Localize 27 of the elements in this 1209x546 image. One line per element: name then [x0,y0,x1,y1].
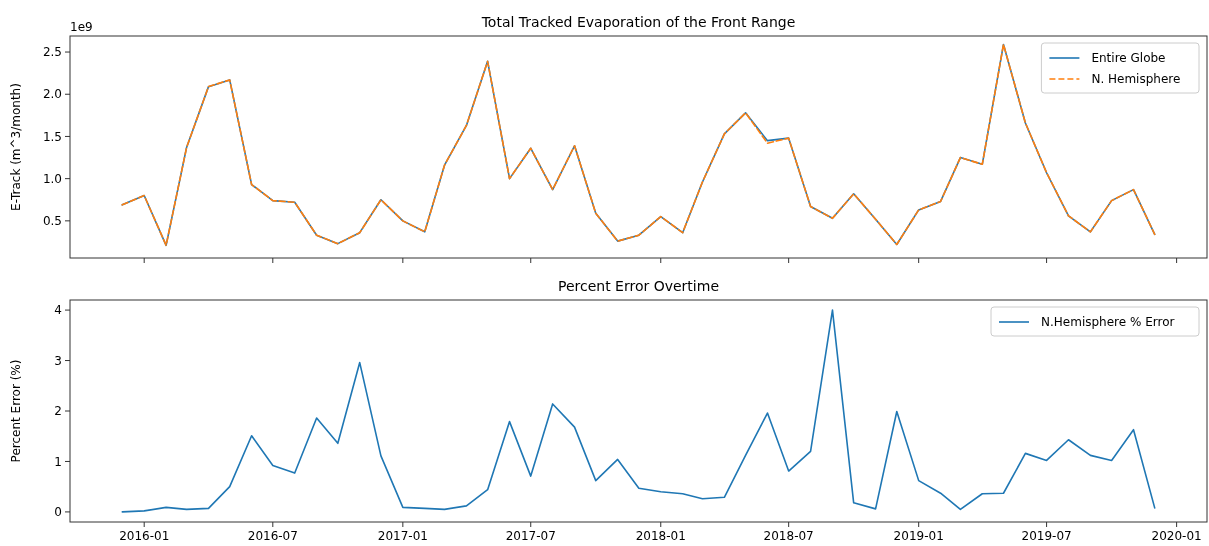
y-tick-label: 1.0 [42,171,62,186]
y-tick-label: 2.0 [42,87,62,102]
y-tick-label: 0 [54,505,62,520]
y-tick-label: 4 [54,303,62,318]
x-tick-label: 2017-07 [505,529,556,543]
x-tick-label: 2018-07 [763,529,814,543]
legend-label: N. Hemisphere [1091,72,1181,87]
y-tick-label: 3 [54,353,62,368]
y-axis-title: E-Track (m^3/month) [9,83,23,211]
legend-label: Entire Globe [1091,51,1166,66]
y-tick-label: 2 [54,404,62,419]
x-tick-label: 2019-01 [893,529,944,543]
x-tick-label: 2016-07 [247,529,298,543]
legend-label: N.Hemisphere % Error [1041,315,1175,330]
y-tick-label: 1.5 [42,129,62,144]
y-tick-label: 2.5 [42,45,62,60]
text: 1e9 [70,20,93,34]
y-axis-title: Percent Error (%) [9,359,23,463]
x-tick-label: 2017-01 [377,529,428,543]
x-tick-label: 2016-01 [119,529,170,543]
chart-title: Total Tracked Evaporation of the Front Range [480,14,796,30]
y-tick-label: 0.5 [42,214,62,229]
x-tick-label: 2019-07 [1021,529,1072,543]
y-tick-label: 1 [54,454,62,469]
x-tick-label: 2018-01 [635,529,686,543]
x-tick-label: 2020-01 [1151,529,1202,543]
chart-title: Percent Error Overtime [557,278,720,294]
